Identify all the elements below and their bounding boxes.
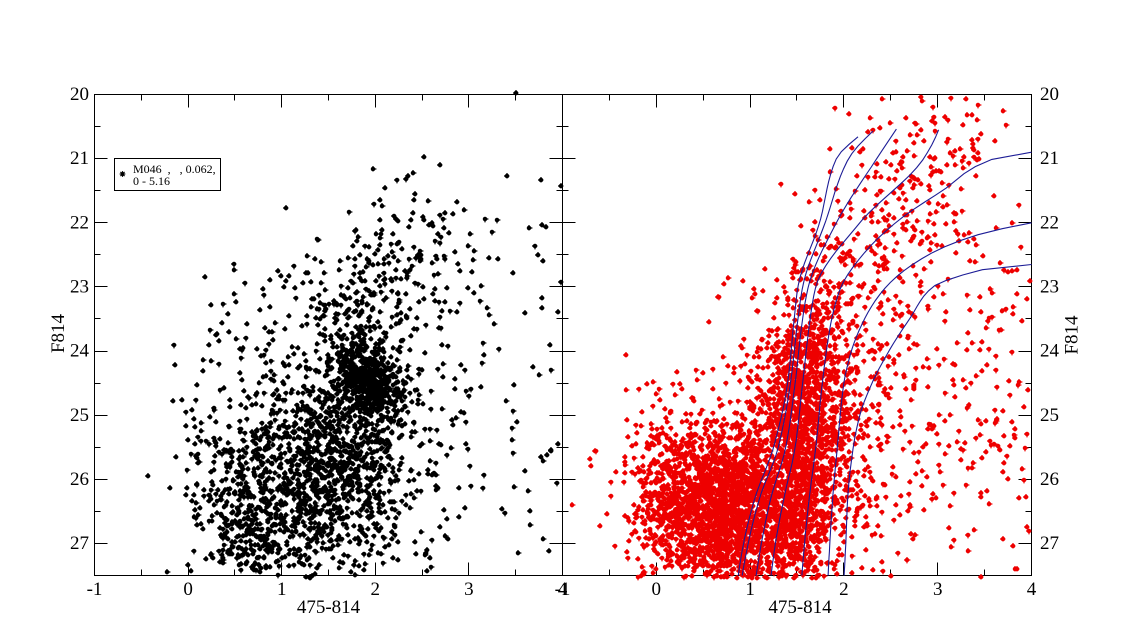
svg-text:22: 22 bbox=[70, 212, 89, 233]
svg-text:-1: -1 bbox=[87, 579, 103, 600]
svg-text:22: 22 bbox=[1040, 212, 1059, 233]
svg-text:23: 23 bbox=[70, 277, 89, 298]
svg-text:475-814: 475-814 bbox=[768, 597, 832, 618]
svg-text:24: 24 bbox=[1040, 341, 1060, 362]
svg-text:20: 20 bbox=[1040, 84, 1059, 105]
svg-text:2: 2 bbox=[371, 579, 381, 600]
svg-text:27: 27 bbox=[1040, 533, 1059, 554]
svg-text:27: 27 bbox=[70, 533, 89, 554]
svg-text:25: 25 bbox=[1040, 405, 1059, 426]
svg-text:0: 0 bbox=[652, 579, 662, 600]
svg-text:M046 , , 0.062,: M046 , , 0.062, bbox=[133, 162, 216, 176]
svg-text:21: 21 bbox=[70, 148, 89, 169]
svg-text:4: 4 bbox=[558, 579, 568, 600]
svg-text:1: 1 bbox=[277, 579, 287, 600]
svg-text:4: 4 bbox=[1027, 579, 1037, 600]
svg-text:0 - 5.16: 0 - 5.16 bbox=[133, 174, 170, 188]
svg-text:0: 0 bbox=[183, 579, 193, 600]
svg-text:1: 1 bbox=[745, 579, 755, 600]
svg-text:26: 26 bbox=[70, 469, 89, 490]
svg-text:23: 23 bbox=[1040, 277, 1059, 298]
svg-text:475-814: 475-814 bbox=[297, 597, 361, 618]
svg-text:-1: -1 bbox=[555, 579, 571, 600]
svg-text:F814: F814 bbox=[48, 313, 69, 353]
svg-text:3: 3 bbox=[464, 579, 474, 600]
svg-text:F814: F814 bbox=[1062, 315, 1083, 355]
svg-text:24: 24 bbox=[70, 341, 90, 362]
svg-text:26: 26 bbox=[1040, 469, 1059, 490]
svg-text:3: 3 bbox=[933, 579, 943, 600]
svg-text:20: 20 bbox=[70, 84, 89, 105]
svg-text:25: 25 bbox=[70, 405, 89, 426]
svg-text:21: 21 bbox=[1040, 148, 1059, 169]
svg-text:2: 2 bbox=[839, 579, 849, 600]
